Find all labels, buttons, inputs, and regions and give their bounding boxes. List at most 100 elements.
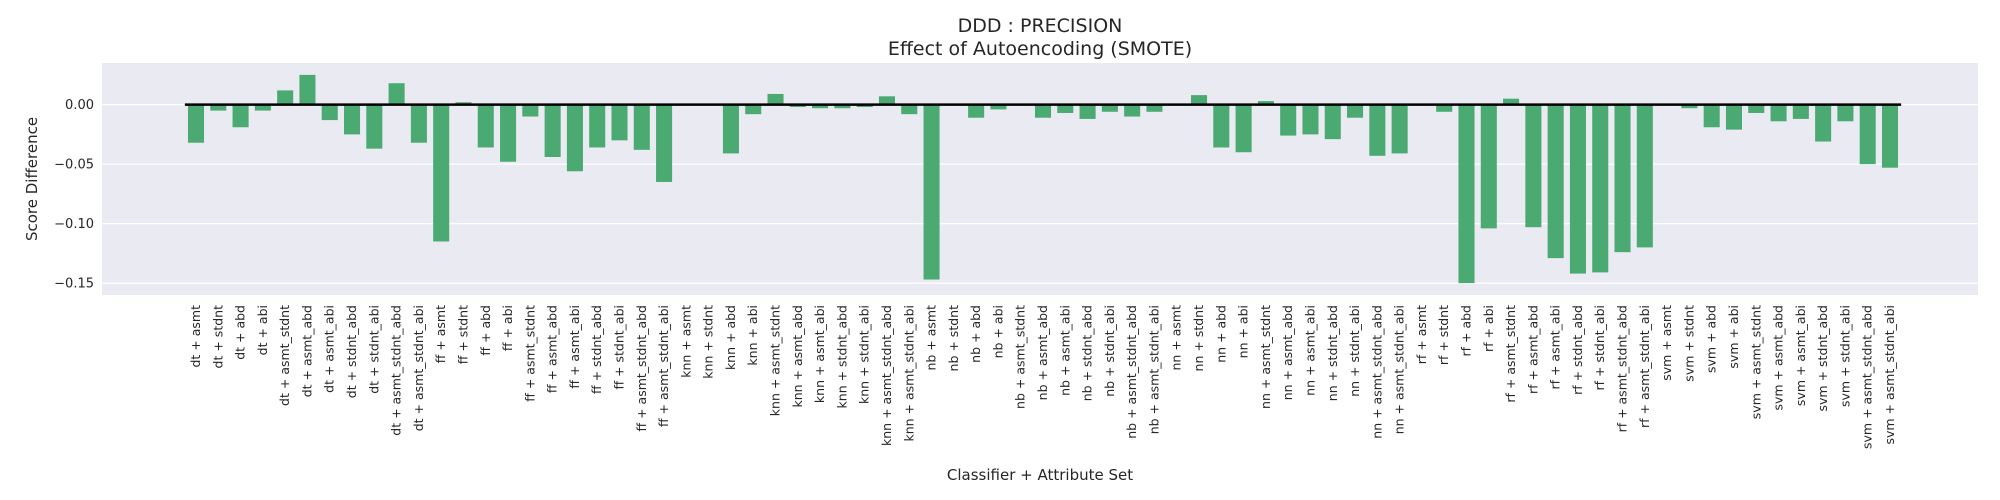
x-tick-label: svm + asmt_stdnt: [1748, 305, 1763, 419]
bar: [232, 104, 249, 128]
x-tick-label: knn + asmt_abi: [812, 305, 827, 403]
x-tick-label: dt + stdnt_abi: [366, 305, 381, 394]
bar: [1101, 104, 1118, 112]
x-tick-label: nb + asmt_stdnt: [1013, 305, 1028, 409]
bar: [1034, 104, 1052, 118]
bar: [1503, 98, 1520, 105]
bar: [834, 104, 851, 109]
bar: [344, 104, 361, 135]
bar: [1881, 104, 1899, 168]
bar: [1770, 104, 1787, 122]
x-tick-label: dt + asmt_abi: [322, 305, 337, 393]
x-tick-label: rf + stdnt_abi: [1592, 305, 1607, 390]
bar: [1391, 104, 1408, 154]
x-tick-label: rf + asmt: [1414, 305, 1429, 364]
bar: [1703, 104, 1720, 128]
bar: [1347, 104, 1364, 118]
x-tick-label: nn + stdnt_abi: [1347, 305, 1362, 397]
bar: [433, 104, 450, 242]
bar: [299, 74, 316, 105]
bar: [1436, 104, 1453, 112]
bar: [1837, 104, 1854, 122]
x-tick-labels: dt + asmt dt + stdnt dt + abd dt + abi dt + …: [188, 305, 1897, 449]
bar: [990, 104, 1007, 110]
bar: [1748, 104, 1765, 113]
bar: [1569, 104, 1586, 274]
x-tick-label: nn + stdnt: [1191, 305, 1206, 372]
x-tick-label: nb + asmt_abd: [1035, 305, 1050, 400]
x-tick-label: nn + asmt_stdnt_abi: [1392, 305, 1407, 434]
x-tick-label: nb + stdnt_abi: [1102, 305, 1117, 397]
x-tick-label: nb + asmt_stdnt_abi: [1146, 305, 1161, 434]
x-tick-label: nb + abi: [990, 305, 1005, 358]
bar: [366, 104, 383, 149]
x-tick-label: ff + asmt_stdnt: [522, 305, 537, 402]
bar: [566, 104, 583, 172]
bar: [722, 104, 739, 154]
x-tick-label: knn + abi: [745, 305, 760, 366]
x-tick-label: knn + stdnt: [701, 305, 716, 379]
chart-title: DDD : PRECISION: [958, 15, 1123, 37]
x-tick-label: svm + asmt: [1659, 305, 1674, 381]
x-tick-label: nb + asmt: [924, 305, 939, 371]
bar: [1636, 104, 1653, 248]
y-tick-label: −0.05: [54, 158, 94, 173]
x-tick-label: svm + asmt_abi: [1793, 305, 1808, 406]
x-tick-label: rf + abd: [1459, 305, 1474, 357]
x-tick-label: nn + stdnt_abd: [1325, 305, 1340, 401]
x-tick-label: rf + stdnt_abd: [1570, 305, 1585, 395]
bar: [1815, 104, 1832, 142]
bar: [923, 104, 940, 280]
x-tick-label: nn + asmt_abi: [1302, 305, 1317, 396]
bar: [1324, 104, 1341, 140]
bar: [589, 104, 606, 148]
x-tick-label: knn + asmt_abd: [790, 305, 805, 408]
x-tick-label: ff + abi: [500, 305, 515, 351]
x-tick-label: svm + asmt_stdnt_abi: [1882, 305, 1897, 445]
bars: [187, 74, 1899, 284]
bar: [410, 104, 427, 143]
x-tick-label: dt + asmt: [188, 305, 203, 368]
y-tick-label: 0.00: [65, 98, 94, 113]
x-tick-label: rf + asmt_stdnt_abd: [1615, 305, 1630, 432]
x-tick-label: nb + stdnt_abd: [1080, 305, 1095, 401]
x-tick-label: dt + abi: [255, 305, 270, 355]
bar: [767, 93, 784, 105]
x-tick-label: svm + abd: [1704, 305, 1719, 373]
bar: [1458, 104, 1475, 284]
x-tick-label: knn + stdnt_abd: [834, 305, 849, 408]
bar: [321, 104, 338, 121]
bar: [1079, 104, 1096, 119]
bar: [1792, 104, 1809, 119]
bar: [1547, 104, 1564, 259]
x-tick-label: dt + abd: [233, 305, 248, 360]
x-tick-label: ff + asmt_abd: [545, 305, 560, 393]
x-tick-label: rf + asmt_abi: [1548, 305, 1563, 390]
bar: [277, 90, 294, 105]
bar: [1191, 95, 1208, 105]
bar: [1280, 104, 1297, 136]
bar: [1257, 101, 1274, 105]
x-tick-label: knn + asmt_stdnt_abi: [901, 305, 916, 442]
x-tick-label: ff + stdnt_abi: [612, 305, 627, 390]
bar: [968, 104, 985, 118]
bar: [500, 104, 517, 162]
bar: [611, 104, 628, 141]
x-tick-label: nb + asmt_abi: [1057, 305, 1072, 396]
bar: [1235, 104, 1252, 153]
bar: [254, 104, 271, 111]
x-tick-label: nb + asmt_stdnt_abd: [1124, 305, 1139, 439]
x-tick-label: ff + abd: [478, 305, 493, 356]
x-tick-label: knn + abd: [723, 305, 738, 370]
x-tick-label: ff + stdnt: [455, 305, 470, 364]
bar: [1369, 104, 1386, 156]
y-axis-label: Score Difference: [23, 117, 41, 241]
x-tick-label: svm + stdnt_abd: [1815, 305, 1830, 411]
x-tick-label: rf + asmt_abd: [1525, 305, 1540, 394]
x-tick-label: ff + asmt_stdnt_abi: [656, 305, 671, 427]
bar: [1213, 104, 1230, 148]
bar: [901, 104, 918, 115]
bar: [1592, 104, 1609, 273]
x-tick-label: nn + asmt_stdnt_abd: [1369, 305, 1384, 439]
